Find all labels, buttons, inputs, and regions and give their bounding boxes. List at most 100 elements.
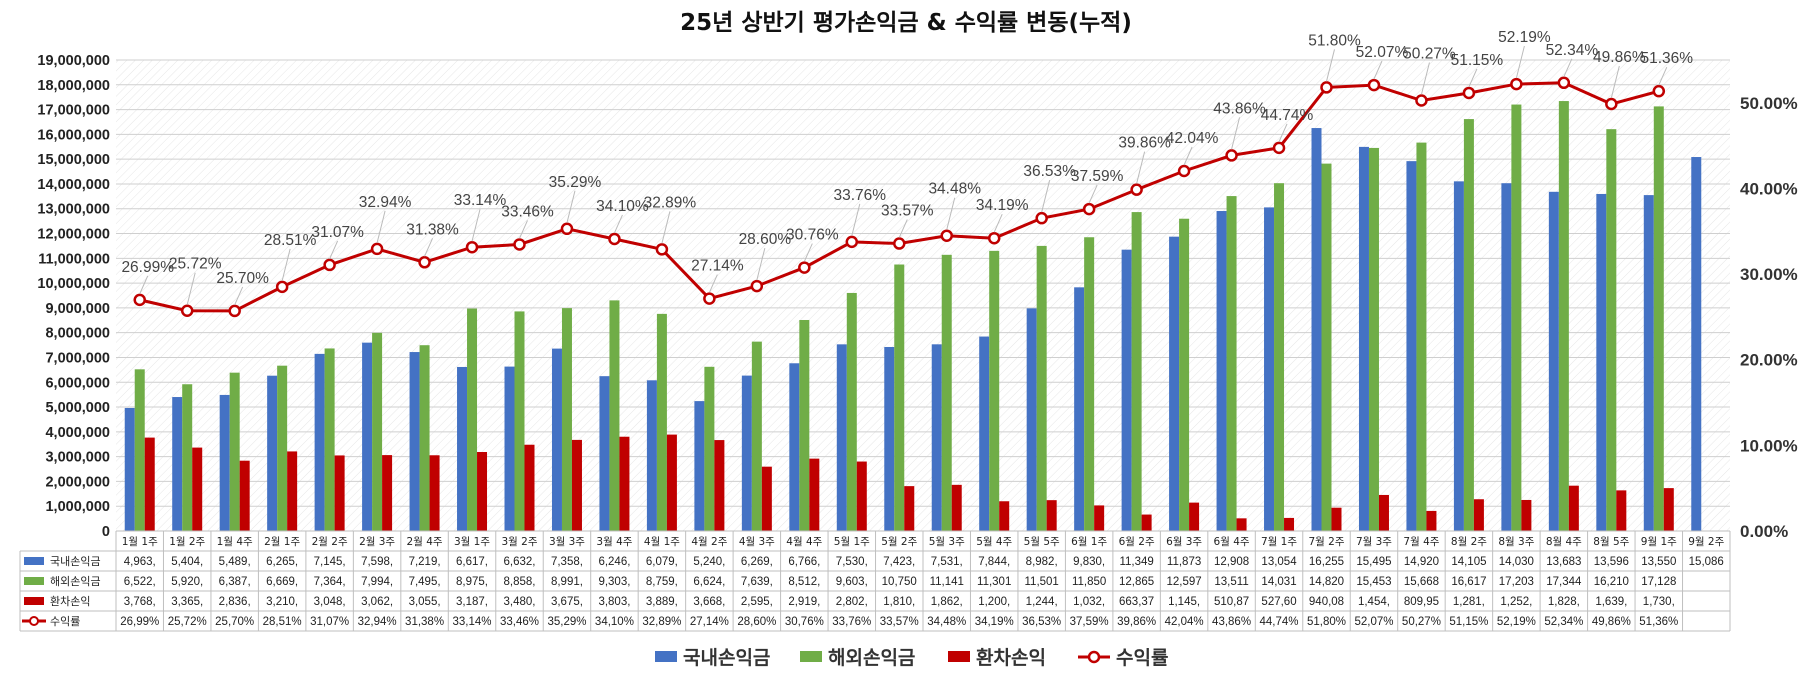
x-tick-label: 7월 4주 bbox=[1403, 536, 1439, 548]
bar bbox=[239, 460, 250, 531]
bar bbox=[192, 447, 203, 531]
x-tick-label: 2월 3주 bbox=[359, 536, 395, 548]
data-label: 52.19% bbox=[1498, 29, 1551, 46]
line-point bbox=[180, 304, 194, 317]
table-cell: 15,495 bbox=[1356, 556, 1391, 568]
bar bbox=[1274, 183, 1285, 531]
bar bbox=[1046, 500, 1057, 531]
x-tick-label: 1월 4주 bbox=[217, 536, 253, 548]
line-point bbox=[608, 232, 621, 246]
leader-line bbox=[471, 209, 481, 242]
table-cell: 8,759, bbox=[646, 576, 678, 588]
table-cell: 7,495, bbox=[409, 576, 441, 588]
leader-line bbox=[1278, 123, 1288, 143]
table-cell: 3,768, bbox=[124, 596, 156, 608]
bar-series bbox=[124, 101, 1702, 532]
y-tick-label: 13,000,000 bbox=[37, 202, 110, 218]
x-tick-label: 9월 2주 bbox=[1688, 536, 1724, 548]
x-tick-label: 6월 4주 bbox=[1214, 536, 1250, 548]
bar bbox=[287, 451, 298, 531]
line-point bbox=[1035, 211, 1048, 225]
line-point bbox=[1130, 183, 1143, 196]
bar bbox=[1026, 308, 1037, 531]
table-cell: 8,975, bbox=[456, 576, 488, 588]
y-tick-label: 6,000,000 bbox=[45, 375, 110, 391]
data-label: 28.51% bbox=[264, 232, 317, 249]
bar bbox=[789, 363, 800, 531]
table-cell: 7,423, bbox=[883, 556, 915, 568]
bar bbox=[1358, 146, 1369, 532]
table-cell: 16,210 bbox=[1594, 576, 1629, 588]
table-cell: 13,550 bbox=[1641, 556, 1676, 568]
table-legend-key bbox=[24, 557, 44, 565]
y-tick-label: 9,000,000 bbox=[45, 301, 110, 317]
table-cell: 1,281, bbox=[1453, 596, 1485, 608]
table-row-header: 수익률 bbox=[50, 615, 80, 628]
bar bbox=[951, 484, 962, 531]
x-tick-label: 2월 4주 bbox=[407, 536, 443, 548]
leader-line bbox=[993, 214, 1003, 233]
x-tick-label: 6월 2주 bbox=[1119, 536, 1155, 548]
leader-line bbox=[613, 214, 623, 234]
bar bbox=[599, 376, 610, 531]
table-cell: 1,244, bbox=[1026, 596, 1058, 608]
table-cell: 32,89% bbox=[642, 616, 681, 628]
data-label: 30.76% bbox=[786, 227, 839, 244]
leader-line bbox=[1420, 62, 1430, 95]
line-point bbox=[1225, 149, 1238, 162]
x-tick-label: 5월 1주 bbox=[834, 536, 870, 548]
table-cell: 51,15% bbox=[1449, 616, 1488, 628]
line-point bbox=[940, 229, 953, 242]
y2-tick-label: 20.00% bbox=[1740, 351, 1798, 370]
table-cell: 51,36% bbox=[1639, 616, 1678, 628]
bar bbox=[1216, 211, 1227, 532]
bar bbox=[1074, 287, 1085, 531]
line-point bbox=[275, 280, 289, 294]
table-cell: 6,624, bbox=[693, 576, 725, 588]
y2-tick-label: 10.00% bbox=[1740, 436, 1798, 455]
x-tick-label: 5월 5주 bbox=[1024, 536, 1060, 548]
table-cell: 7,530, bbox=[836, 556, 868, 568]
data-label: 32.94% bbox=[359, 194, 412, 211]
table-cell: 6,246, bbox=[598, 556, 630, 568]
table-cell: 9,603, bbox=[836, 576, 868, 588]
data-label: 44.74% bbox=[1261, 107, 1314, 124]
table-cell: 3,480, bbox=[504, 596, 536, 608]
line-point bbox=[655, 243, 669, 256]
x-tick-label: 6월 3주 bbox=[1166, 536, 1202, 548]
legend-label: 해외손익금 bbox=[828, 647, 915, 669]
line-point bbox=[1177, 164, 1191, 178]
table-cell: 2,919, bbox=[788, 596, 820, 608]
legend: 국내손익금 해외손익금 환차손익 수익률 bbox=[655, 647, 1168, 669]
table-cell: 31,38% bbox=[405, 616, 444, 628]
bar bbox=[372, 332, 383, 531]
bar bbox=[1179, 218, 1190, 532]
table-cell: 33,46% bbox=[500, 616, 539, 628]
legend-key bbox=[948, 651, 970, 662]
bar bbox=[1378, 494, 1389, 531]
data-label: 49.86% bbox=[1593, 49, 1646, 66]
x-tick-label: 4월 2주 bbox=[691, 536, 727, 548]
x-tick-label: 9월 1주 bbox=[1641, 536, 1677, 548]
bar bbox=[1521, 499, 1532, 531]
leader-line bbox=[234, 286, 244, 306]
bar bbox=[134, 369, 145, 531]
y2-tick-label: 50.00% bbox=[1740, 94, 1798, 113]
leader-line bbox=[898, 219, 908, 238]
leader-line bbox=[1326, 49, 1335, 82]
table-cell: 17,128 bbox=[1641, 576, 1676, 588]
table-cell: 6,632, bbox=[504, 556, 536, 568]
table-cell: 7,145, bbox=[314, 556, 346, 568]
data-label: 52.07% bbox=[1356, 44, 1409, 61]
line-series: 26.99%25.72%25.70% 28.51%31.07% 32.94% 31.3… bbox=[121, 29, 1693, 318]
leader-line bbox=[186, 272, 196, 305]
x-tick-label: 8월 2주 bbox=[1451, 536, 1487, 548]
y-tick-label: 15,000,000 bbox=[37, 152, 110, 168]
table-cell: 16,255 bbox=[1309, 556, 1344, 568]
table-cell: 809,95 bbox=[1404, 596, 1439, 608]
x-tick-label: 2월 1주 bbox=[264, 536, 300, 548]
table-cell: 11,141 bbox=[930, 576, 964, 588]
table-cell: 52,07% bbox=[1354, 616, 1393, 628]
bar bbox=[1616, 490, 1627, 531]
table-cell: 32,94% bbox=[358, 616, 397, 628]
